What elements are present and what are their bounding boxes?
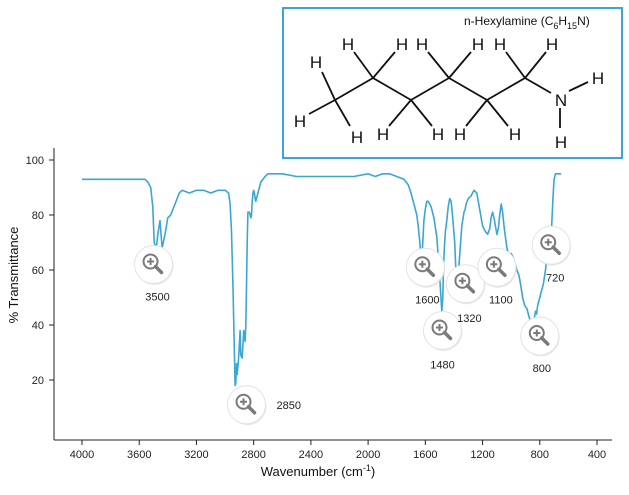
y-tick-label: 40 bbox=[32, 320, 44, 332]
x-tick-label: 1600 bbox=[413, 449, 437, 461]
zoom-in-icon bbox=[540, 234, 561, 255]
peak-zoom-marker[interactable] bbox=[445, 264, 486, 305]
atom-h: H bbox=[342, 35, 354, 54]
y-tick-label: 60 bbox=[32, 265, 44, 277]
atom-h: H bbox=[509, 125, 521, 144]
peak-annotations: 3500 2850 1600 1480 1320 1100 800 720 bbox=[134, 225, 572, 426]
atom-h: H bbox=[310, 53, 322, 72]
zoom-in-icon bbox=[235, 393, 257, 415]
zoom-in-icon bbox=[528, 325, 550, 346]
x-tick-label: 4000 bbox=[70, 449, 94, 461]
atom-h: H bbox=[592, 69, 604, 88]
atom-n: N bbox=[555, 91, 567, 110]
y-tick-label: 20 bbox=[32, 375, 44, 387]
peak-zoom-marker[interactable] bbox=[134, 245, 174, 286]
molecule-box-border bbox=[282, 7, 623, 159]
x-tick-label: 2800 bbox=[241, 449, 265, 461]
peak-zoom-marker[interactable] bbox=[477, 247, 517, 288]
x-tick-label: 1200 bbox=[470, 449, 494, 461]
x-axis-title: Wavenumber (cm-1) bbox=[261, 463, 375, 479]
atom-h: H bbox=[416, 35, 428, 54]
atom-h: H bbox=[494, 35, 506, 54]
zoom-in-icon bbox=[431, 319, 453, 341]
y-tick-label: 100 bbox=[26, 155, 44, 167]
peak-zoom-marker[interactable] bbox=[227, 385, 267, 426]
y-tick-label: 80 bbox=[32, 210, 44, 222]
peak-label: 800 bbox=[533, 363, 551, 375]
atom-h: H bbox=[396, 35, 408, 54]
peak-label: 1600 bbox=[415, 294, 439, 306]
x-tick-label: 3600 bbox=[127, 449, 151, 461]
peak-label: 1320 bbox=[457, 313, 481, 325]
zoom-in-icon bbox=[414, 256, 436, 277]
peak-label: 1480 bbox=[430, 360, 454, 372]
peak-label: 720 bbox=[546, 272, 564, 284]
atom-h: H bbox=[472, 35, 484, 54]
atom-h: H bbox=[294, 112, 306, 131]
atom-h: H bbox=[351, 128, 363, 147]
molecule-bonds bbox=[308, 51, 589, 128]
x-tick-label: 2400 bbox=[299, 449, 323, 461]
peak-zoom-marker[interactable] bbox=[405, 247, 446, 288]
y-axis-title: % Transmittance bbox=[6, 227, 21, 324]
peak-label: 2850 bbox=[277, 400, 301, 412]
peak-zoom-marker[interactable] bbox=[531, 225, 572, 266]
x-tick-label: 3200 bbox=[184, 449, 208, 461]
peak-zoom-marker[interactable] bbox=[423, 311, 463, 352]
molecule-atoms: H H H H H H H H H H H H H N H H bbox=[294, 35, 604, 152]
atom-h: H bbox=[454, 125, 466, 144]
atom-h: H bbox=[555, 133, 567, 152]
molecule-title: n-Hexylamine (C6H15N) bbox=[464, 14, 590, 31]
atom-h: H bbox=[377, 125, 389, 144]
spectrum-line bbox=[82, 173, 562, 387]
zoom-in-icon bbox=[454, 272, 476, 294]
zoom-in-icon bbox=[485, 256, 507, 277]
x-tick-label: 2000 bbox=[356, 449, 380, 461]
peak-label: 1100 bbox=[489, 294, 513, 306]
zoom-in-icon bbox=[142, 253, 164, 275]
peak-label: 3500 bbox=[145, 292, 169, 304]
x-tick-label: 800 bbox=[531, 449, 549, 461]
x-axis-ticks: 4000 3600 3200 2800 2400 2000 1600 1200 800 400 bbox=[70, 440, 606, 461]
y-axis-ticks: 20 40 60 80 100 bbox=[26, 155, 54, 387]
x-tick-label: 400 bbox=[588, 449, 606, 461]
atom-h: H bbox=[432, 125, 444, 144]
atom-h: H bbox=[546, 35, 558, 54]
molecule-structure-box: n-Hexylamine (C6H15N) bbox=[282, 7, 623, 159]
peak-zoom-marker[interactable] bbox=[520, 316, 560, 357]
